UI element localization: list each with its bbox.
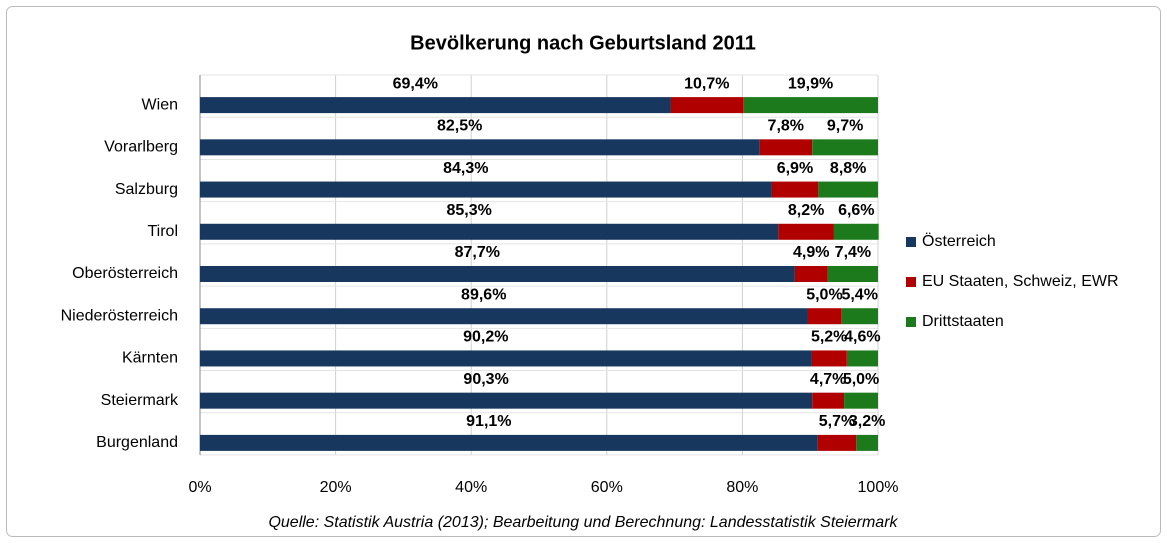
bar-segment [200, 97, 671, 114]
bar-segment [771, 181, 819, 198]
bar-segment [200, 350, 812, 367]
value-label: 5,0% [806, 286, 842, 303]
bar-segment [759, 139, 813, 156]
x-tick-label: 0% [188, 479, 211, 496]
source-note: Quelle: Statistik Austria (2013); Bearbe… [268, 514, 898, 531]
value-label: 90,2% [463, 329, 508, 346]
value-label: 7,8% [768, 118, 804, 135]
bar-segment [200, 181, 772, 198]
value-label: 8,2% [788, 202, 824, 219]
chart-title: Bevölkerung nach Geburtsland 2011 [410, 32, 756, 54]
bar-segment [807, 308, 842, 325]
bar-segment [794, 266, 828, 282]
value-label: 90,3% [463, 371, 508, 388]
bar-segment [827, 266, 878, 282]
x-tick-label: 20% [320, 479, 352, 496]
bar-segment [812, 139, 878, 156]
bar-segment [841, 308, 878, 325]
bar-segment [200, 139, 760, 156]
value-label: 9,7% [827, 118, 863, 135]
value-label: 8,8% [830, 160, 866, 177]
y-tick-label: Niederösterreich [61, 307, 178, 324]
bar-segment [818, 181, 878, 198]
bar-segment [200, 308, 808, 325]
value-label: 5,2% [811, 329, 847, 346]
value-label: 3,2% [849, 413, 885, 430]
value-label: 5,0% [843, 371, 879, 388]
value-label: 84,3% [443, 160, 488, 177]
value-label: 5,4% [841, 286, 877, 303]
value-label: 6,6% [838, 202, 874, 219]
x-tick-label: 100% [858, 479, 899, 496]
value-label: 85,3% [446, 202, 491, 219]
bar-segment [812, 392, 845, 409]
y-tick-label: Tirol [147, 223, 178, 240]
legend-label: Österreich [922, 232, 996, 250]
y-tick-label: Burgenland [96, 434, 178, 451]
bar-segment [670, 97, 744, 114]
bar-segment [811, 350, 847, 367]
bar-segment [844, 392, 878, 409]
bar-segment [200, 223, 779, 240]
value-label: 69,4% [393, 75, 438, 92]
y-tick-label: Wien [142, 96, 178, 113]
value-label: 89,6% [461, 286, 506, 303]
value-label: 19,9% [788, 75, 833, 92]
legend-swatch [906, 277, 916, 287]
value-label: 87,7% [455, 244, 500, 261]
legend-swatch [906, 237, 916, 247]
legend-swatch [906, 317, 916, 327]
value-label: 5,7% [819, 413, 855, 430]
x-tick-label: 80% [726, 479, 758, 496]
bar-segment [200, 392, 813, 409]
value-label: 4,7% [810, 371, 846, 388]
bar-segment [200, 434, 818, 451]
value-label: 6,9% [777, 160, 813, 177]
legend-label: EU Staaten, Schweiz, EWR [922, 273, 1119, 290]
x-tick-label: 60% [591, 479, 623, 496]
y-tick-label: Oberösterreich [72, 265, 178, 282]
value-label: 10,7% [684, 75, 729, 92]
bar-segment [856, 434, 878, 451]
bar-segment [833, 223, 879, 240]
value-label: 7,4% [835, 244, 871, 261]
bar-segment [846, 350, 878, 367]
bar-segment [817, 434, 857, 451]
value-label: 4,6% [844, 329, 880, 346]
bar-segment [743, 97, 878, 114]
y-tick-label: Steiermark [101, 392, 179, 409]
y-tick-label: Salzburg [115, 181, 178, 198]
legend-label: Drittstaaten [922, 313, 1004, 330]
value-label: 82,5% [437, 118, 482, 135]
bar-segment [200, 266, 795, 282]
value-label: 91,1% [466, 413, 511, 430]
y-tick-label: Vorarlberg [104, 139, 178, 156]
y-tick-label: Kärnten [122, 350, 178, 367]
bar-segment [778, 223, 834, 240]
x-tick-label: 40% [455, 479, 487, 496]
value-label: 4,9% [793, 244, 829, 261]
